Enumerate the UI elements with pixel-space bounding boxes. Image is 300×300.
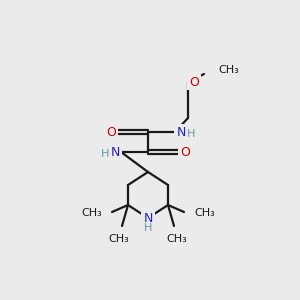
Text: N: N [143,212,153,226]
Text: CH₃: CH₃ [218,65,239,75]
Text: H: H [101,149,109,159]
Text: CH₃: CH₃ [109,234,129,244]
Text: N: N [110,146,120,158]
Text: CH₃: CH₃ [81,208,102,218]
Text: CH₃: CH₃ [194,208,215,218]
Text: H: H [187,129,195,139]
Text: O: O [180,146,190,158]
Text: H: H [144,223,152,233]
Text: O: O [106,125,116,139]
Text: N: N [176,125,186,139]
Text: CH₃: CH₃ [167,234,188,244]
Text: O: O [189,76,199,88]
